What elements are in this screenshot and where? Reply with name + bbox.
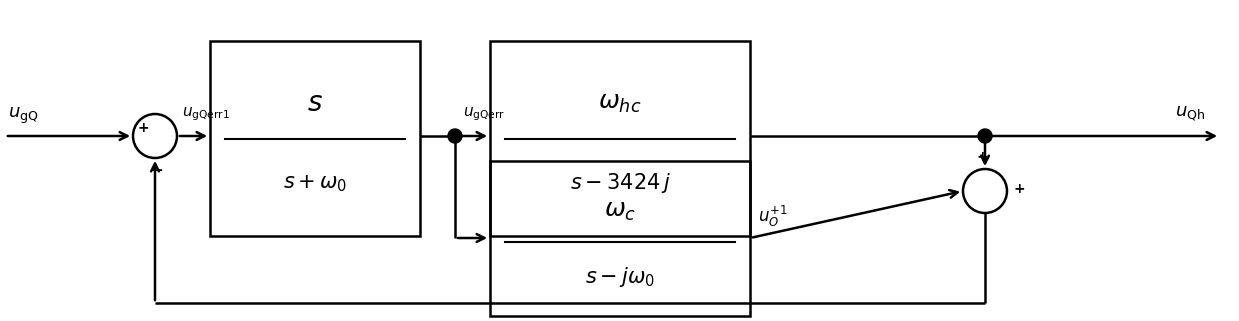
Text: $s-j\omega_0$: $s-j\omega_0$	[585, 265, 655, 289]
Circle shape	[449, 129, 462, 143]
Text: $\omega_c$: $\omega_c$	[603, 199, 636, 222]
Text: $s-3424\,j$: $s-3424\,j$	[570, 171, 670, 195]
Text: $s+\omega_0$: $s+\omega_0$	[282, 173, 347, 194]
Bar	[489, 41, 750, 236]
Bar	[209, 41, 420, 236]
Circle shape	[978, 129, 992, 143]
Text: $u_{\rm gQerr}$: $u_{\rm gQerr}$	[463, 105, 506, 123]
Text: $u_{\rm gQ}$: $u_{\rm gQ}$	[7, 106, 38, 126]
Text: $\omega_{hc}$: $\omega_{hc}$	[598, 91, 642, 116]
Text: $u_{\rm Qh}$: $u_{\rm Qh}$	[1175, 105, 1206, 123]
Text: +: +	[1014, 182, 1025, 196]
Text: $s$: $s$	[307, 90, 323, 117]
Text: −: −	[151, 163, 164, 178]
Text: $u_{\rm gQerr1}$: $u_{\rm gQerr1}$	[182, 105, 230, 123]
Text: $u_O^{+1}$: $u_O^{+1}$	[758, 204, 788, 229]
Text: +: +	[978, 150, 989, 164]
Bar	[489, 161, 750, 316]
Text: +: +	[138, 121, 149, 135]
